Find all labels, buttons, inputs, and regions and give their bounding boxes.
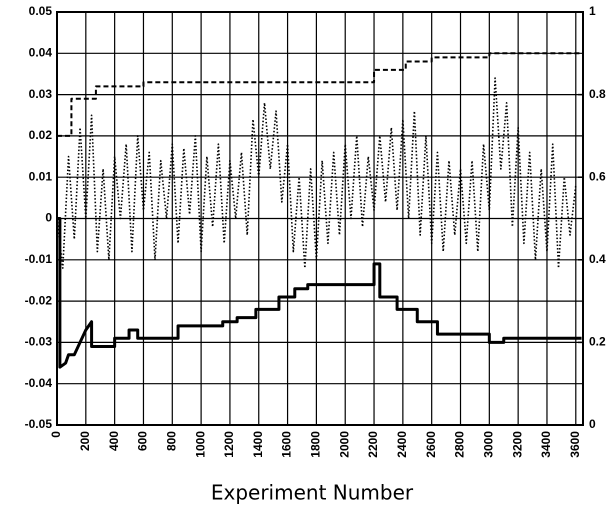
x-tick-label: 3400 <box>539 431 553 458</box>
x-axis-label: Experiment Number <box>211 481 414 505</box>
x-tick-label: 1600 <box>280 431 294 458</box>
y2-tick-label: 0.4 <box>589 252 606 266</box>
y-tick-label: 0.01 <box>29 169 53 183</box>
x-tick-label: 2400 <box>395 431 409 458</box>
x-tick-label: 800 <box>164 431 178 451</box>
x-tick-label: 1000 <box>193 431 207 458</box>
y-tick-label: 0.04 <box>29 45 53 59</box>
y-tick-label: -0.05 <box>25 417 53 431</box>
y-tick-label: -0.02 <box>25 293 53 307</box>
x-tick-label: 1200 <box>222 431 236 458</box>
x-tick-label: 0 <box>49 431 63 438</box>
x-tick-label: 3000 <box>482 431 496 458</box>
y-tick-label: -0.01 <box>25 252 53 266</box>
series-line <box>57 217 582 369</box>
y-tick-label: -0.04 <box>25 376 53 390</box>
y-tick-label: -0.03 <box>25 335 53 349</box>
x-tick-label: 600 <box>136 431 150 451</box>
y-tick-label: 0.03 <box>29 87 53 101</box>
y2-tick-label: 0 <box>589 417 596 431</box>
x-tick-label: 1400 <box>251 431 265 458</box>
series-line <box>57 52 582 137</box>
x-tick-label: 2800 <box>453 431 467 458</box>
x-tick-label: 200 <box>78 431 92 451</box>
y2-tick-label: 0.6 <box>589 169 606 183</box>
y-tick-label: 0.05 <box>29 4 53 18</box>
y2-tick-label: 1 <box>589 4 596 18</box>
x-tick-label: 400 <box>107 431 121 451</box>
x-tick-label: 2200 <box>366 431 380 458</box>
series-line <box>56 77 577 269</box>
x-tick-label: 3200 <box>510 431 524 458</box>
y2-tick-label: 0.8 <box>589 87 606 101</box>
x-tick-label: 3600 <box>568 431 582 458</box>
x-tick-label: 1800 <box>309 431 323 458</box>
y-tick-label: 0.02 <box>29 128 53 142</box>
x-tick-label: 2000 <box>337 431 351 458</box>
y2-tick-label: 0.2 <box>589 335 606 349</box>
x-tick-label: 2600 <box>424 431 438 458</box>
y-tick-label: 0 <box>45 211 52 225</box>
